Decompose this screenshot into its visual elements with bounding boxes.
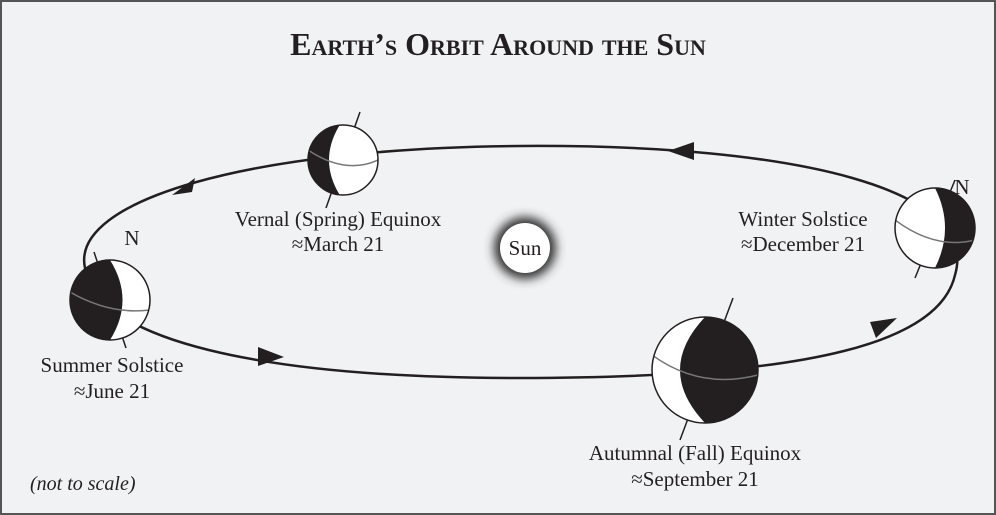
title: Earth’s Orbit Around the Sun xyxy=(290,26,706,62)
node-date: ≈September 21 xyxy=(631,467,759,491)
arrow xyxy=(258,347,284,366)
sun-label: Sun xyxy=(509,236,542,260)
sun xyxy=(500,223,550,273)
node-date: ≈June 21 xyxy=(74,379,150,403)
note: (not to scale) xyxy=(30,473,136,495)
pole-label: N xyxy=(954,175,969,199)
arrow xyxy=(668,142,694,160)
arrow xyxy=(870,318,897,338)
arrow xyxy=(172,178,195,195)
node-name: Vernal (Spring) Equinox xyxy=(235,207,442,231)
node-name: Winter Solstice xyxy=(738,207,867,231)
node-name: Autumnal (Fall) Equinox xyxy=(589,441,802,465)
node-date: ≈March 21 xyxy=(292,232,385,256)
pole-label: N xyxy=(124,226,139,250)
node-name: Summer Solstice xyxy=(41,353,184,377)
node-date: ≈December 21 xyxy=(741,232,865,256)
orbit xyxy=(82,144,959,380)
